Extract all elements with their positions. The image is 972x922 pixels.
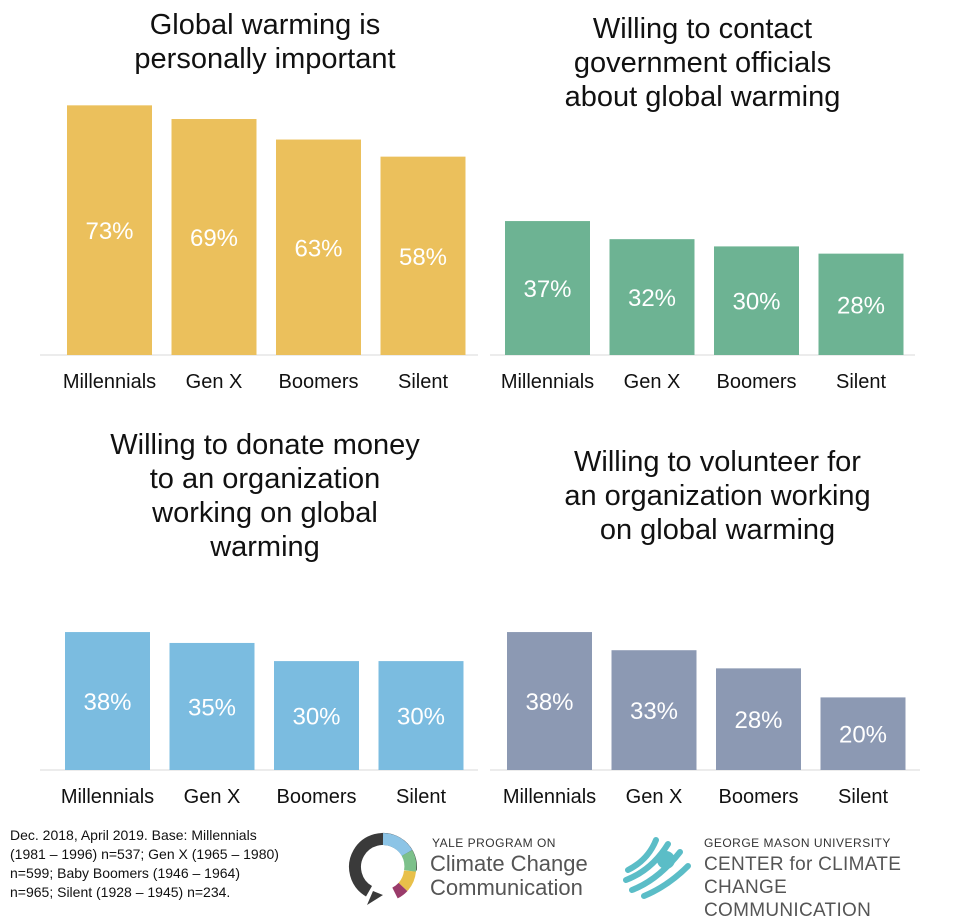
chart-1-category-label: Millennials bbox=[63, 371, 156, 393]
chart-4-bar bbox=[507, 632, 592, 770]
chart-4-category-label: Boomers bbox=[718, 786, 798, 808]
chart-3-title: Willing to donate money to an organizati… bbox=[40, 428, 490, 564]
chart-2-category-label: Millennials bbox=[501, 371, 594, 393]
chart-4-value-label: 20% bbox=[839, 722, 887, 749]
chart-2-title-line: Willing to contact bbox=[592, 13, 813, 45]
gmu-center-name-line: COMMUNICATION bbox=[704, 900, 872, 921]
chart-3-title-line: working on global bbox=[152, 497, 378, 529]
chart-2-value-label: 37% bbox=[523, 276, 571, 303]
chart-3-value-label: 30% bbox=[292, 704, 340, 731]
chart-1-value-label: 58% bbox=[399, 244, 447, 271]
chart-1-value-label: 69% bbox=[190, 225, 238, 252]
chart-4-title-line: Willing to volunteer for bbox=[574, 446, 861, 478]
chart-4-title-line: an organization working bbox=[564, 480, 871, 512]
footnote-line: (1981 – 1996) n=537; Gen X (1965 – 1980) bbox=[10, 846, 279, 862]
chart-3-value-label: 35% bbox=[188, 694, 236, 721]
chart-2-value-label: 30% bbox=[732, 289, 780, 316]
gmu-center-name-line: CENTER for CLIMATE CHANGE bbox=[704, 854, 902, 898]
chart-3-category-label: Millennials bbox=[61, 786, 154, 808]
chart-1-title-line: personally important bbox=[134, 43, 396, 75]
footnote-line: n=965; Silent (1928 – 1945) n=234. bbox=[10, 884, 231, 900]
chart-2-bar bbox=[714, 246, 799, 355]
chart-4-category-label: Silent bbox=[838, 786, 888, 808]
chart-2-title: Willing to contact government officials … bbox=[490, 12, 915, 114]
chart-4-category-label: Millennials bbox=[503, 786, 596, 808]
chart-4-title-line: on global warming bbox=[599, 514, 836, 546]
yale-logo-icon bbox=[349, 833, 417, 905]
chart-1-category-label: Silent bbox=[398, 371, 448, 393]
chart-4-bar bbox=[716, 668, 801, 770]
yale-program-name-line: Climate Change bbox=[430, 851, 588, 876]
chart-3-value-label: 38% bbox=[83, 689, 131, 716]
chart-1-title-line: Global warming is bbox=[149, 9, 381, 41]
chart-1-category-label: Gen X bbox=[186, 371, 243, 393]
gmu-center-name: CENTER for CLIMATE CHANGE COMMUNICATION bbox=[704, 853, 972, 922]
chart-3-category-label: Silent bbox=[396, 786, 446, 808]
chart-1-bar bbox=[380, 156, 466, 355]
footnote: Dec. 2018, April 2019. Base: Millennials… bbox=[10, 826, 340, 902]
chart-3-title-line: to an organization bbox=[149, 463, 381, 495]
footnote-line: Dec. 2018, April 2019. Base: Millennials bbox=[10, 827, 257, 843]
chart-1-bar bbox=[171, 119, 257, 356]
chart-3-bar bbox=[378, 661, 464, 770]
chart-2-category-label: Boomers bbox=[716, 371, 796, 393]
chart-4-bar bbox=[820, 697, 906, 770]
chart-3-category-label: Boomers bbox=[276, 786, 356, 808]
yale-program-label: YALE PROGRAM ON bbox=[432, 836, 556, 850]
gmu-university-label: GEORGE MASON UNIVERSITY bbox=[704, 836, 891, 850]
chart-1-value-label: 63% bbox=[294, 235, 342, 262]
chart-4-bar bbox=[611, 650, 697, 770]
yale-program-name: Climate Change Communication bbox=[430, 852, 588, 900]
chart-4-title: Willing to volunteer for an organization… bbox=[490, 445, 945, 547]
chart-2-title-line: about global warming bbox=[564, 81, 841, 113]
chart-2-category-label: Silent bbox=[836, 371, 886, 393]
chart-4-value-label: 33% bbox=[630, 698, 678, 725]
chart-2-bar bbox=[505, 221, 590, 355]
chart-3-title-line: warming bbox=[210, 531, 320, 563]
chart-3-bar bbox=[169, 642, 255, 770]
chart-4-value-label: 28% bbox=[734, 707, 782, 734]
chart-4-value-label: 38% bbox=[525, 689, 573, 716]
chart-2-value-label: 28% bbox=[837, 292, 885, 319]
chart-1-title: Global warming is personally important bbox=[40, 8, 490, 76]
chart-3-title-line: Willing to donate money bbox=[110, 429, 420, 461]
chart-2-bar bbox=[818, 253, 904, 355]
chart-1-bar bbox=[276, 139, 361, 355]
chart-3-bar bbox=[65, 632, 150, 770]
chart-2-bar bbox=[609, 239, 695, 355]
chart-1-category-label: Boomers bbox=[278, 371, 358, 393]
chart-2-title-line: government officials bbox=[573, 47, 832, 79]
chart-2-category-label: Gen X bbox=[624, 371, 681, 393]
chart-3-value-label: 30% bbox=[397, 704, 445, 731]
chart-2-value-label: 32% bbox=[628, 285, 676, 312]
chart-3-category-label: Gen X bbox=[184, 786, 241, 808]
chart-1-value-label: 73% bbox=[85, 218, 133, 245]
chart-3-bar bbox=[274, 661, 359, 770]
yale-program-name-line: Communication bbox=[430, 875, 583, 900]
gmu-logo-icon bbox=[623, 837, 691, 899]
chart-1-bar bbox=[67, 105, 152, 355]
footnote-line: n=599; Baby Boomers (1946 – 1964) bbox=[10, 865, 240, 881]
chart-4-category-label: Gen X bbox=[626, 786, 683, 808]
